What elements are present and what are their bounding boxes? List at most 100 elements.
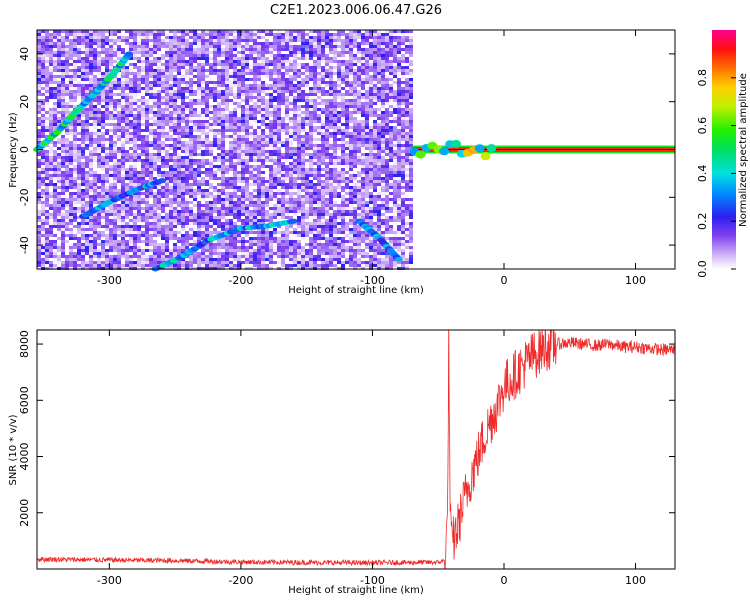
heatmap-cell (193, 177, 197, 180)
heatmap-cell (81, 36, 85, 39)
heatmap-cell (165, 63, 169, 66)
heatmap-cell (209, 147, 213, 150)
heatmap-cell (285, 39, 289, 42)
heatmap-cell (285, 264, 289, 267)
heatmap-cell (261, 174, 265, 177)
heatmap-cell (269, 51, 273, 54)
heatmap-cell (177, 87, 181, 90)
heatmap-cell (53, 240, 57, 243)
heatmap-cell (77, 231, 81, 234)
heatmap-cell (61, 201, 65, 204)
heatmap-cell (277, 168, 281, 171)
heatmap-cell (109, 249, 113, 252)
heatmap-cell (289, 195, 293, 198)
heatmap-cell (185, 186, 189, 189)
heatmap-cell (317, 195, 321, 198)
heatmap-cell (213, 246, 217, 249)
heatmap-cell (69, 81, 73, 84)
heatmap-cell (193, 93, 197, 96)
heatmap-cell (309, 180, 313, 183)
heatmap-cell (305, 162, 309, 165)
heatmap-cell (161, 57, 165, 60)
heatmap-cell (81, 189, 85, 192)
heatmap-cell (213, 93, 217, 96)
heatmap-cell (193, 150, 197, 153)
heatmap-cell (49, 246, 53, 249)
heatmap-cell (261, 159, 265, 162)
heatmap-cell (81, 45, 85, 48)
heatmap-cell (297, 258, 301, 261)
heatmap-cell (309, 264, 313, 267)
heatmap-cell (269, 234, 273, 237)
heatmap-cell (149, 264, 153, 267)
heatmap-cell (237, 171, 241, 174)
heatmap-cell (129, 135, 133, 138)
heatmap-cell (281, 195, 285, 198)
heatmap-cell (49, 168, 53, 171)
heatmap-cell (201, 153, 205, 156)
heatmap-cell (57, 42, 61, 45)
heatmap-cell (121, 213, 125, 216)
heatmap-cell (317, 33, 321, 36)
heatmap-cell (301, 126, 305, 129)
heatmap-cell (301, 96, 305, 99)
heatmap-cell (261, 216, 265, 219)
heatmap-cell (289, 231, 293, 234)
heatmap-cell (173, 243, 177, 246)
heatmap-cell (305, 258, 309, 261)
heatmap-cell (257, 126, 261, 129)
heatmap-cell (73, 72, 77, 75)
heatmap-cell (149, 48, 153, 51)
heatmap-cell (161, 129, 165, 132)
heatmap-cell (293, 81, 297, 84)
heatmap-cell (97, 153, 101, 156)
heatmap-cell (181, 219, 185, 222)
heatmap-cell (241, 81, 245, 84)
heatmap-cell (145, 219, 149, 222)
heatmap-cell (213, 63, 217, 66)
heatmap-cell (101, 192, 105, 195)
heatmap-cell (229, 162, 233, 165)
heatmap-cell (169, 207, 173, 210)
heatmap-cell (249, 201, 253, 204)
heatmap-cell (149, 165, 153, 168)
heatmap-cell (165, 159, 169, 162)
heatmap-cell (277, 84, 281, 87)
heatmap-cell (257, 105, 261, 108)
heatmap-cell (313, 138, 317, 141)
heatmap-cell (185, 204, 189, 207)
heatmap-cell (185, 237, 189, 240)
heatmap-cell (45, 228, 49, 231)
heatmap-cell (277, 183, 281, 186)
heatmap-cell (153, 93, 157, 96)
heatmap-cell (121, 141, 125, 144)
heatmap-cell (49, 240, 53, 243)
heatmap-cell (289, 168, 293, 171)
heatmap-cell (41, 114, 45, 117)
heatmap-cell (129, 90, 133, 93)
heatmap-cell (289, 36, 293, 39)
heatmap-cell (237, 87, 241, 90)
heatmap-cell (265, 264, 269, 267)
heatmap-cell (69, 174, 73, 177)
heatmap-cell (177, 78, 181, 81)
heatmap-cell (217, 168, 221, 171)
heatmap-cell (97, 144, 101, 147)
heatmap-cell (221, 75, 225, 78)
heatmap-cell (241, 75, 245, 78)
heatmap-cell (189, 207, 193, 210)
heatmap-cell (185, 219, 189, 222)
heatmap-cell (121, 69, 125, 72)
heatmap-cell (293, 147, 297, 150)
heatmap-cell (65, 66, 69, 69)
heatmap-cell (269, 186, 273, 189)
heatmap-cell (121, 156, 125, 159)
heatmap-cell (97, 180, 101, 183)
heatmap-cell (233, 117, 237, 120)
heatmap-cell (85, 69, 89, 72)
heatmap-cell (189, 231, 193, 234)
heatmap-cell (313, 144, 317, 147)
heatmap-cell (233, 195, 237, 198)
heatmap-cell (145, 30, 149, 33)
heatmap-cell (205, 147, 209, 150)
